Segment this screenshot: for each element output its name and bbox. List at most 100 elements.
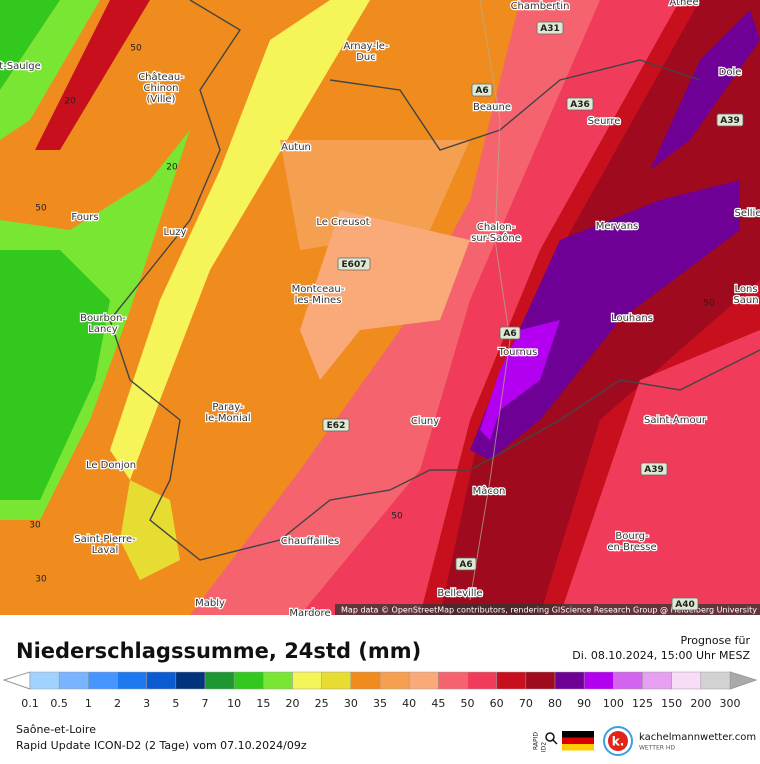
road-label: A6 xyxy=(503,329,516,339)
place-label: Saint-Amour xyxy=(644,415,707,426)
legend-label: 7 xyxy=(202,697,209,710)
place-label: Le Creusot xyxy=(316,217,369,228)
place-label: Mervans xyxy=(596,221,639,232)
road-label: A31 xyxy=(540,24,560,34)
place-label: Cluny xyxy=(411,416,439,427)
contour-label: 20 xyxy=(166,163,178,173)
road-label: A39 xyxy=(644,465,664,475)
title: Niederschlagssumme, 24std (mm) xyxy=(16,639,421,663)
place-label: Mably xyxy=(195,598,225,609)
legend-swatch xyxy=(380,672,409,689)
legend-label: 45 xyxy=(431,697,445,710)
legend-swatch xyxy=(555,672,584,689)
legend-label: 1 xyxy=(85,697,92,710)
logo-mark: k. xyxy=(612,735,625,749)
contour-label: 50 xyxy=(130,44,142,54)
flag xyxy=(562,738,594,745)
place-label: les-Mines xyxy=(295,295,342,306)
legend-swatch xyxy=(526,672,555,689)
forecast-time: Di. 08.10.2024, 15:00 Uhr MESZ xyxy=(572,649,750,662)
legend-swatch xyxy=(701,672,730,689)
place-label: t-Saulge xyxy=(0,61,41,72)
legend-swatch xyxy=(118,672,147,689)
road-label: A36 xyxy=(570,100,590,110)
legend-label: 2 xyxy=(114,697,121,710)
place-label: sur-Saône xyxy=(471,232,521,244)
place-label: Duc xyxy=(356,52,376,63)
place-label: Tournus xyxy=(498,347,538,358)
legend-swatch xyxy=(147,672,176,689)
road-label: A6 xyxy=(459,560,472,570)
road-label: A6 xyxy=(475,86,488,96)
road-label: E607 xyxy=(342,260,367,270)
contour-label: 50 xyxy=(703,299,715,309)
region: Saône-et-Loire xyxy=(16,723,96,736)
road-label: A39 xyxy=(720,116,740,126)
place-label: Arnay-le- xyxy=(343,41,389,52)
legend-label: 40 xyxy=(402,697,416,710)
legend-label: 25 xyxy=(315,697,329,710)
flag xyxy=(562,744,594,751)
legend-label: 125 xyxy=(632,697,653,710)
legend-swatch xyxy=(351,672,380,689)
legend-swatch xyxy=(497,672,526,689)
legend-label: 200 xyxy=(690,697,711,710)
road-label: E62 xyxy=(327,421,346,431)
contour-label: 50 xyxy=(35,204,47,214)
place-label: Chambertin xyxy=(511,1,570,12)
logo-sub: WETTER HD xyxy=(639,745,675,752)
contour-label: 20 xyxy=(64,97,76,107)
legend-swatch xyxy=(438,672,467,689)
legend-label: 70 xyxy=(519,697,533,710)
legend-swatch xyxy=(468,672,497,689)
place-label: Luzy xyxy=(164,227,187,238)
legend-swatch xyxy=(643,672,672,689)
place-label: Chalon- xyxy=(477,222,516,233)
badge: RAPID xyxy=(533,732,540,750)
place-label: Montceau- xyxy=(292,284,345,295)
place-label: Mâcon xyxy=(473,485,506,497)
place-label: Chinon xyxy=(144,83,179,94)
legend-swatch xyxy=(59,672,88,689)
place-label: Saun xyxy=(733,295,758,306)
legend-swatch xyxy=(263,672,292,689)
place-label: Paray- xyxy=(212,402,244,413)
place-label: Louhans xyxy=(611,313,653,324)
contour-label: 30 xyxy=(29,521,41,531)
legend-swatch xyxy=(584,672,613,689)
legend-swatch xyxy=(293,672,322,689)
legend-label: 30 xyxy=(344,697,358,710)
icon xyxy=(553,740,557,744)
legend-label: 100 xyxy=(603,697,624,710)
place-label: Autun xyxy=(281,142,311,153)
place-label: (Ville) xyxy=(147,94,176,105)
legend-label: 20 xyxy=(286,697,300,710)
place-label: Lons xyxy=(734,284,757,295)
place-label: Beaune xyxy=(473,102,511,113)
place-label: Belleville xyxy=(437,588,482,599)
legend-arrow-high xyxy=(730,672,756,689)
place-label: Dole xyxy=(719,67,742,78)
legend-label: 90 xyxy=(577,697,591,710)
legend-label: 15 xyxy=(256,697,270,710)
legend-label: 5 xyxy=(172,697,179,710)
legend-label: 0.5 xyxy=(50,697,68,710)
legend-label: 3 xyxy=(143,697,150,710)
legend-arrow-low xyxy=(4,672,30,689)
legend-label: 300 xyxy=(720,697,741,710)
legend-swatch xyxy=(409,672,438,689)
place-label: Lancy xyxy=(88,324,118,335)
place-label: Laval xyxy=(92,545,119,556)
place-label: le-Monial xyxy=(205,413,250,424)
flag xyxy=(562,731,594,738)
legend-label: 150 xyxy=(661,697,682,710)
legend-swatch xyxy=(176,672,205,689)
road-label: A40 xyxy=(675,600,695,610)
place-label: Sellie xyxy=(735,208,760,219)
legend-swatch xyxy=(672,672,701,689)
place-label: Bourbon- xyxy=(80,313,126,324)
forecast-label: Prognose für xyxy=(681,634,751,647)
logo-text: kachelmannwetter.com xyxy=(639,732,756,743)
